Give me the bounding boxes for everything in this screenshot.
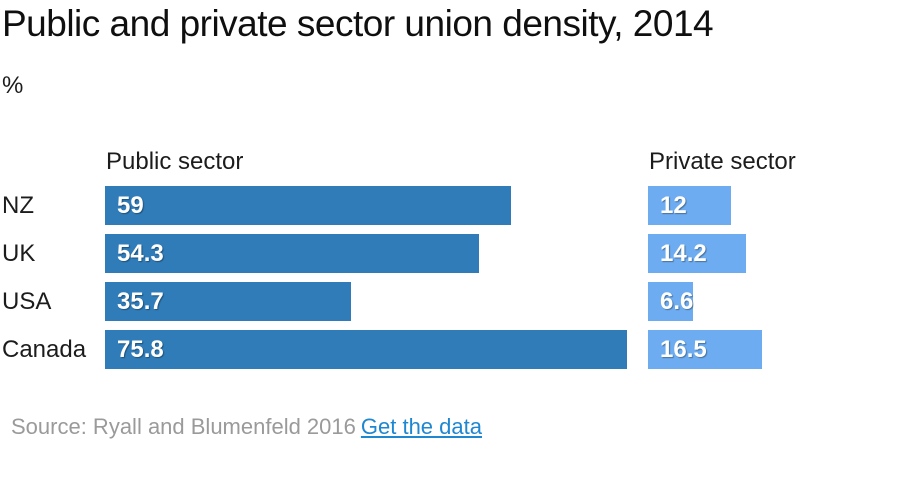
column-headers: Public sector Private sector — [0, 148, 898, 176]
bar-value-label: 6.6 — [660, 288, 694, 315]
bar-value-label: 59 — [117, 192, 144, 219]
private-sector-bar: 14.2 — [648, 234, 746, 273]
private-sector-bar: 16.5 — [648, 330, 762, 369]
private-sector-bar: 12 — [648, 186, 731, 225]
private-bar-cell: 6.6 — [648, 282, 898, 321]
country-label: NZ — [2, 191, 34, 219]
private-bar-cell: 12 — [648, 186, 898, 225]
unit-label: % — [2, 72, 24, 99]
public-bar-cell: 54.3 — [105, 234, 648, 273]
country-label: USA — [2, 287, 52, 315]
bar-value-label: 16.5 — [660, 336, 707, 363]
bar-value-label: 35.7 — [117, 288, 164, 315]
public-sector-header: Public sector — [106, 148, 244, 175]
public-sector-bar: 75.8 — [105, 330, 627, 369]
private-bar-cell: 16.5 — [648, 330, 898, 369]
public-sector-bar: 59 — [105, 186, 511, 225]
bar-chart: Public sector Private sector NZ 59 12 UK 54.… — [0, 148, 898, 378]
private-sector-bar: 6.6 — [648, 282, 693, 321]
get-the-data-link[interactable]: Get the data — [360, 414, 482, 439]
public-sector-bar: 54.3 — [105, 234, 479, 273]
chart-row: USA 35.7 6.6 — [0, 282, 898, 321]
chart-rows: NZ 59 12 UK 54.3 14.2 USA 35.7 6.6 Canada 75.8 16.5 — [0, 186, 898, 369]
chart-title: Public and private sector union density,… — [2, 3, 714, 44]
chart-row: UK 54.3 14.2 — [0, 234, 898, 273]
source-text: Source: Ryall and Blumenfeld 2016 — [11, 414, 356, 439]
chart-footer: Source: Ryall and Blumenfeld 2016 Get the… — [11, 413, 482, 441]
bar-value-label: 12 — [660, 192, 687, 219]
public-sector-bar: 35.7 — [105, 282, 351, 321]
country-label: UK — [2, 239, 36, 267]
bar-value-label: 14.2 — [660, 240, 707, 267]
private-bar-cell: 14.2 — [648, 234, 898, 273]
public-bar-cell: 75.8 — [105, 330, 648, 369]
chart-row: NZ 59 12 — [0, 186, 898, 225]
public-bar-cell: 59 — [105, 186, 648, 225]
public-bar-cell: 35.7 — [105, 282, 648, 321]
private-sector-header: Private sector — [649, 148, 796, 175]
chart-row: Canada 75.8 16.5 — [0, 330, 898, 369]
country-label: Canada — [2, 335, 87, 363]
bar-value-label: 75.8 — [117, 336, 164, 363]
bar-value-label: 54.3 — [117, 240, 164, 267]
